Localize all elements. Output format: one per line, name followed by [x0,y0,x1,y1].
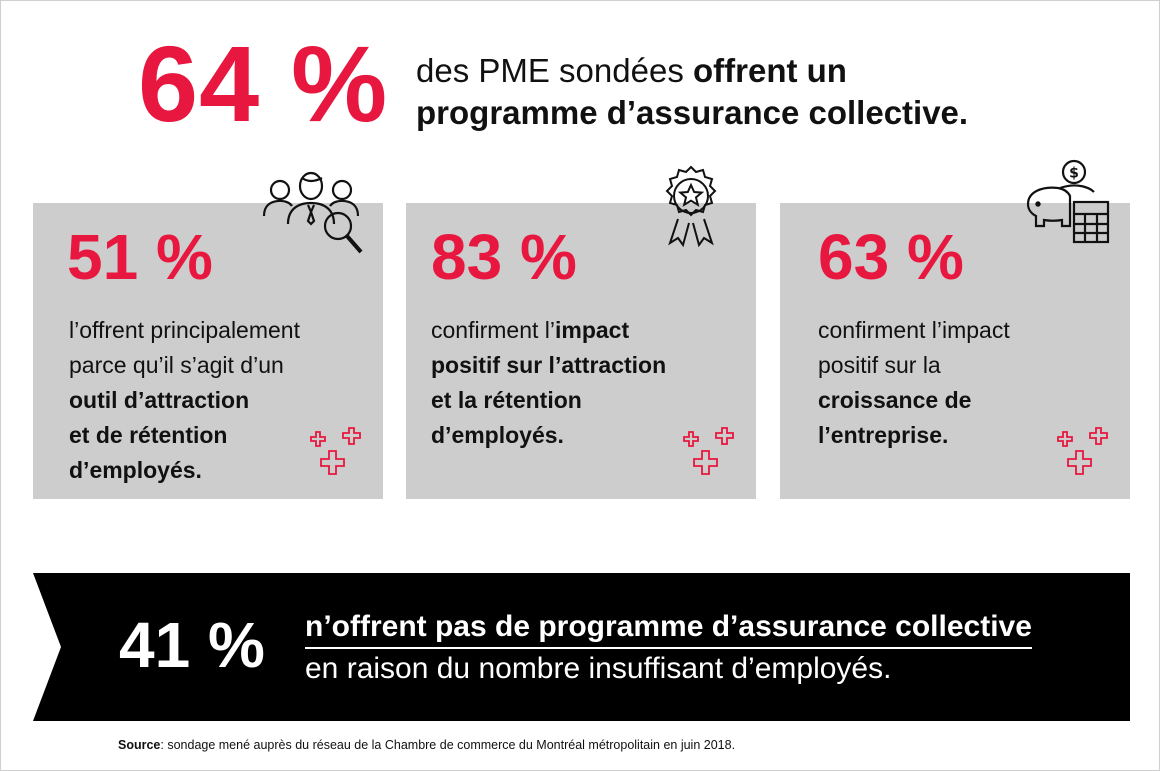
plus-decoration-icon [1057,427,1108,475]
card-text-bold: et de rétention [69,422,228,448]
card-percent: 83 % [431,221,577,293]
people-search-icon [262,171,363,254]
hero-statement: des PME sondées offrent un programme d’a… [416,50,1076,134]
card-text-line: confirment l’impact [818,317,1010,343]
plus-decoration-icon [683,427,734,475]
banner-notch [33,573,61,721]
card-text-line: l’offrent principalement [69,317,300,343]
card-description: l’offrent principalement parce qu’il s’a… [69,313,369,488]
stat-card-attraction-tool: 51 % l’offrent principalement parce qu’i… [33,203,383,499]
award-badge-icon [665,165,717,248]
source-note: Source: sondage mené auprès du réseau de… [118,738,735,752]
card-text-bold: et la rétention [431,387,582,413]
bottom-banner: 41 % n’offrent pas de programme d’assura… [33,573,1130,721]
card-text-line: confirment l’ [431,317,555,343]
card-description: confirment l’impact positif sur la crois… [818,313,1118,453]
card-percent: 51 % [67,221,213,293]
card-text-bold: d’employés. [431,422,564,448]
banner-percent: 41 % [119,609,265,681]
stat-card-growth-impact: 63 % confirment l’impact positif sur la … [780,203,1130,499]
plus-decoration-icon [310,427,361,475]
svg-text:$: $ [1069,166,1079,182]
piggy-bank-calculator-icon: $ [1026,159,1110,244]
card-text-bold: croissance de [818,387,972,413]
banner-subtext: en raison du nombre insuffisant d’employ… [305,652,892,685]
card-text-bold: positif sur l’attraction [431,352,667,378]
card-text-line: parce qu’il s’agit d’un [69,352,284,378]
hero-percent: 64 % [138,23,389,144]
card-text-line: positif sur la [818,352,941,378]
source-label: Source [118,738,161,752]
card-text-bold: l’entreprise. [818,422,949,448]
source-text: : sondage mené auprès du réseau de la Ch… [160,738,736,752]
hero-text-bold-2: programme d’assurance collective. [416,94,969,131]
card-text-bold: impact [554,317,630,343]
banner-headline: n’offrent pas de programme d’assurance c… [305,609,1032,649]
hero-text-regular: des PME sondées [416,52,693,89]
card-description: confirment l’impact positif sur l’attrac… [431,313,731,453]
hero-text-bold-1: offrent un [693,52,847,89]
card-percent: 63 % [818,221,964,293]
stat-card-positive-impact: 83 % confirment l’impact positif sur l’a… [406,203,756,499]
card-text-bold: d’employés. [69,457,202,483]
card-text-bold: outil d’attraction [69,387,250,413]
